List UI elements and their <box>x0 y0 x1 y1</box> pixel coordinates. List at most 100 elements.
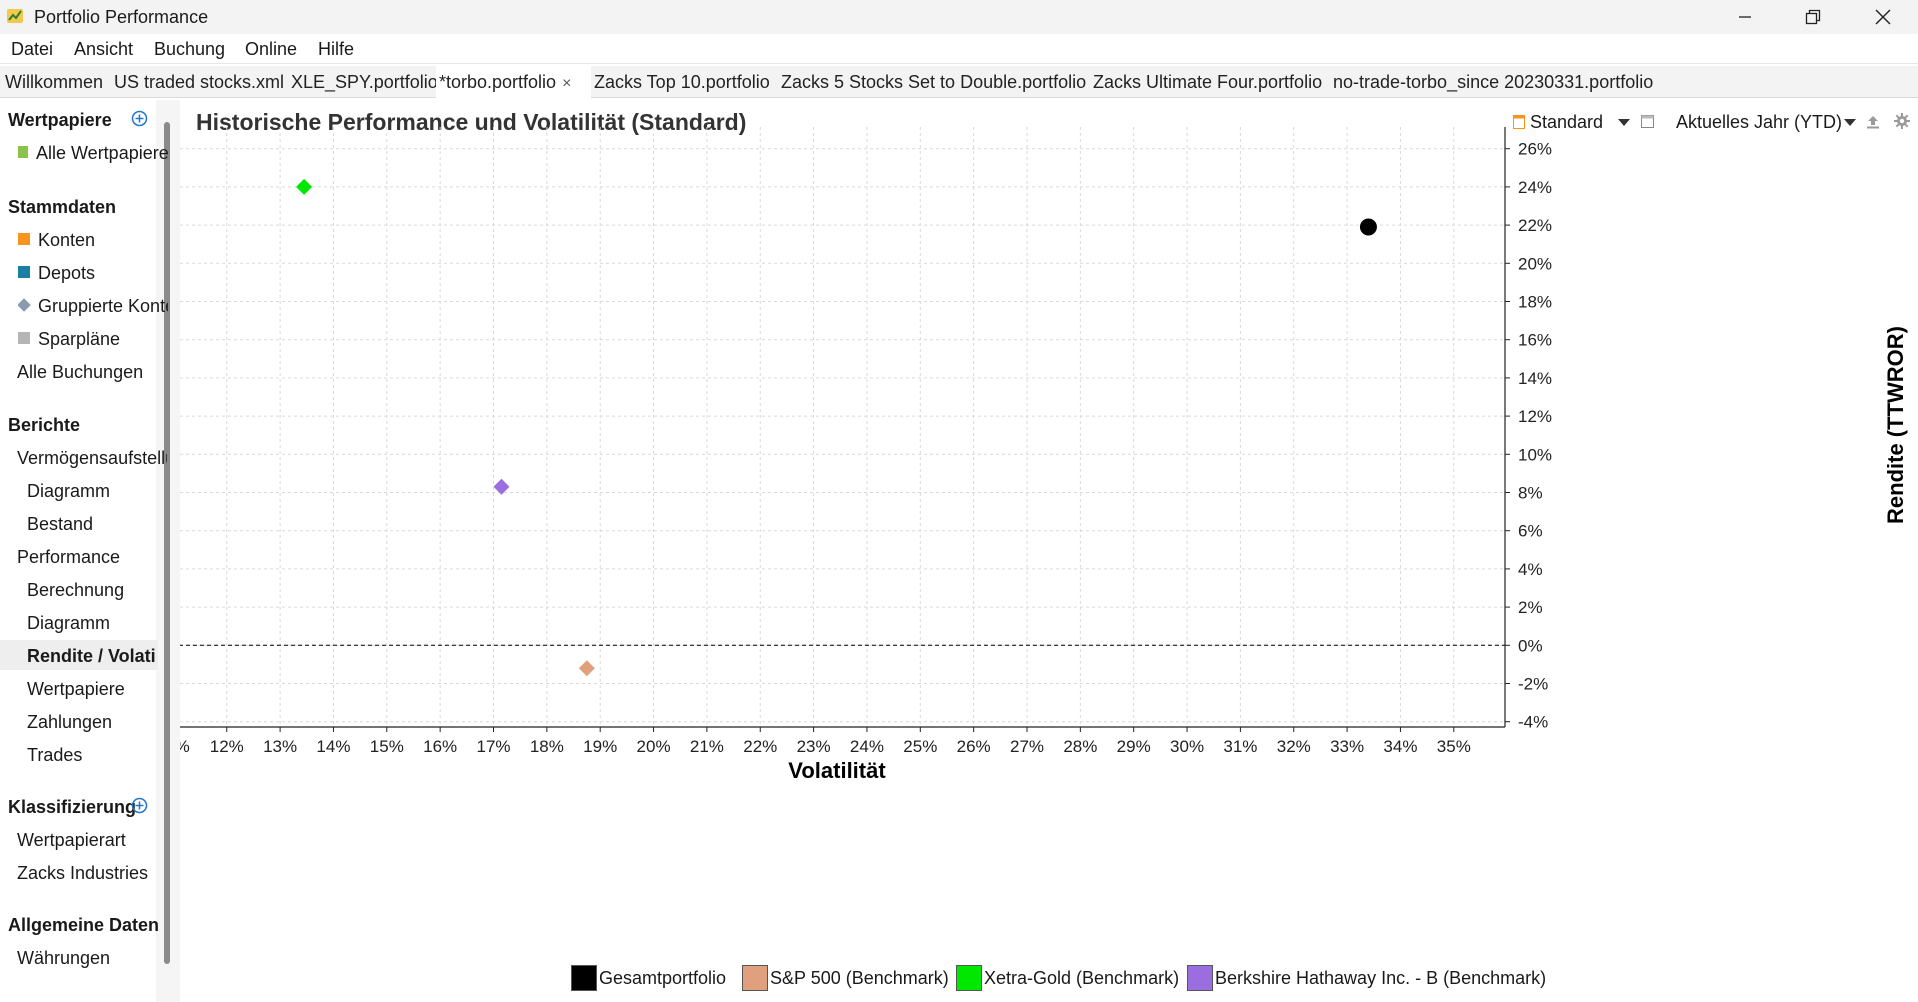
sidebar-item-performance-diagramm[interactable]: Diagramm <box>27 613 177 634</box>
x-tick-label: 33% <box>1330 737 1364 756</box>
calendar-icon[interactable] <box>1641 112 1654 133</box>
y-tick-label: 2% <box>1518 598 1543 617</box>
x-tick-label: 21% <box>690 737 724 756</box>
minimize-button[interactable] <box>1710 0 1780 34</box>
config-selector[interactable]: Standard <box>1530 112 1604 132</box>
sidebar-item-wertpapiere-report[interactable]: Wertpapiere <box>27 679 177 700</box>
menu-ansicht[interactable]: Ansicht <box>74 39 134 59</box>
period-dropdown-icon[interactable] <box>1844 119 1856 126</box>
y-tick-label: 8% <box>1518 484 1543 503</box>
legend-label: S&P 500 (Benchmark) <box>770 967 949 988</box>
sidebar-item-alle-buchungen[interactable]: Alle Buchungen <box>17 362 167 383</box>
x-tick-label: 31% <box>1223 737 1257 756</box>
y-tick-label: -2% <box>1518 675 1548 694</box>
restore-button[interactable] <box>1778 0 1848 34</box>
section-allgemeine-daten[interactable]: Allgemeine Daten <box>8 915 158 935</box>
sidebar-item-label: Sparpläne <box>38 329 121 349</box>
sidebar-item-label: Wertpapiere <box>27 679 125 699</box>
settings-gear-icon[interactable] <box>1894 113 1910 134</box>
close-window-button[interactable] <box>1848 0 1918 34</box>
sidebar-item-trades[interactable]: Trades <box>27 745 177 766</box>
restore-icon <box>1805 9 1821 25</box>
tab-close-icon[interactable]: × <box>562 75 572 92</box>
tab-us-traded-stocks[interactable]: US traded stocks.xml <box>110 66 286 98</box>
section-klassifizierung[interactable]: Klassifizierung <box>8 797 137 817</box>
config-dropdown-icon[interactable] <box>1618 119 1630 126</box>
menu-datei[interactable]: Datei <box>11 39 54 59</box>
sidebar-item-vermoegensaufstellung[interactable]: Vermögensaufstellung <box>17 448 167 469</box>
legend-item-berkshire[interactable]: Berkshire Hathaway Inc. - B (Benchmark) <box>1187 965 1546 991</box>
y-tick-label: 6% <box>1518 522 1543 541</box>
tab-label: no-trade-torbo_since 20230331.portfolio <box>1333 72 1654 92</box>
tab-zacks-5-stocks[interactable]: Zacks 5 Stocks Set to Double.portfolio <box>778 66 1090 98</box>
tab-zacks-top-10[interactable]: Zacks Top 10.portfolio <box>591 66 778 98</box>
tab-torbo-portfolio[interactable]: *torbo.portfolio × <box>436 66 591 98</box>
y-tick-label: 24% <box>1518 178 1552 197</box>
legend-swatch <box>571 965 597 991</box>
sidebar-item-zahlungen[interactable]: Zahlungen <box>27 712 177 733</box>
sidebar-item-rendite-volatilitaet[interactable]: Rendite / Volatilität <box>27 646 155 667</box>
sidebar-item-waehrungen[interactable]: Währungen <box>17 948 167 969</box>
sidebar-item-zacks-industries[interactable]: Zacks Industries <box>17 863 167 884</box>
legend-item-xetra-gold[interactable]: Xetra-Gold (Benchmark) <box>956 965 1179 991</box>
x-tick-label: 29% <box>1117 737 1151 756</box>
tab-label: Zacks Top 10.portfolio <box>594 72 770 92</box>
x-tick-label: 24% <box>850 737 884 756</box>
legend-item-sp500[interactable]: S&P 500 (Benchmark) <box>742 965 949 991</box>
section-wertpapiere[interactable]: Wertpapiere <box>8 110 112 130</box>
sidebar-item-label: Zacks Industries <box>17 863 149 883</box>
legend-swatch <box>742 965 768 991</box>
sidebar-item-vermoegen-diagramm[interactable]: Diagramm <box>27 481 177 502</box>
y-tick-label: -4% <box>1518 713 1548 732</box>
sidebar-item-wertpapierart[interactable]: Wertpapierart <box>17 830 167 851</box>
menu-hilfe[interactable]: Hilfe <box>318 39 355 59</box>
sidebar-item-bestand[interactable]: Bestand <box>27 514 177 535</box>
tab-label: Willkommen <box>5 72 104 92</box>
sidebar-item-label: Alle Wertpapiere <box>36 143 168 163</box>
tab-zacks-ultimate-four[interactable]: Zacks Ultimate Four.portfolio <box>1090 66 1330 98</box>
y-tick-label: 12% <box>1518 407 1552 426</box>
tab-willkommen[interactable]: Willkommen <box>0 66 110 98</box>
sidebar-item-berechnung[interactable]: Berechnung <box>27 580 177 601</box>
sidebar-item-gruppierte-konten[interactable]: Gruppierte Konten <box>18 296 168 317</box>
x-tick-label: 22% <box>743 737 777 756</box>
section-stammdaten[interactable]: Stammdaten <box>8 197 117 217</box>
sidebar-item-label: Gruppierte Konten <box>38 296 168 316</box>
menu-buchung[interactable]: Buchung <box>154 39 226 59</box>
sidebar-item-konten[interactable]: Konten <box>18 230 168 251</box>
sidebar-item-label: Wertpapierart <box>17 830 126 850</box>
sidebar-item-alle-wertpapiere[interactable]: Alle Wertpapiere <box>18 143 168 164</box>
x-tick-label: 25% <box>903 737 937 756</box>
add-watchlist-plus-icon[interactable] <box>131 110 148 127</box>
period-selector[interactable]: Aktuelles Jahr (YTD) <box>1676 112 1843 132</box>
x-tick-label: 35% <box>1437 737 1471 756</box>
sidebar-item-performance[interactable]: Performance <box>17 547 167 568</box>
sidebar-scrollbar-thumb[interactable] <box>164 122 170 964</box>
export-icon[interactable] <box>1866 113 1880 134</box>
data-point-s-p-500-benchmark <box>578 660 595 677</box>
minimize-icon <box>1739 16 1751 18</box>
x-tick-label: 26% <box>957 737 991 756</box>
sidebar-item-label: Bestand <box>27 514 94 534</box>
add-taxonomy-plus-icon[interactable] <box>131 797 148 814</box>
y-tick-label: 0% <box>1518 636 1543 655</box>
tab-xle-spy[interactable]: XLE_SPY.portfolio <box>286 66 438 98</box>
x-tick-label: 15% <box>370 737 404 756</box>
tab-no-trade-torbo[interactable]: no-trade-torbo_since 20230331.portfolio <box>1330 66 1670 98</box>
sidebar-item-depots[interactable]: Depots <box>18 263 168 284</box>
legend-item-gesamtportfolio[interactable]: Gesamtportfolio <box>571 965 726 991</box>
sidebar-item-sparplaene[interactable]: Sparpläne <box>18 329 168 350</box>
legend-swatch <box>1187 965 1213 991</box>
y-axis-title: Rendite (TTWROR) <box>1883 326 1908 524</box>
sidebar-item-label: Rendite / Volatilität <box>27 646 155 666</box>
sidebar-item-label: Depots <box>38 263 96 283</box>
menu-online[interactable]: Online <box>245 39 298 59</box>
app-logo-icon <box>7 9 23 23</box>
section-berichte[interactable]: Berichte <box>8 415 81 435</box>
tab-label: US traded stocks.xml <box>114 72 285 92</box>
tab-label: Zacks Ultimate Four.portfolio <box>1093 72 1323 92</box>
legend-label: Gesamtportfolio <box>599 967 727 988</box>
legend-label: Berkshire Hathaway Inc. - B (Benchmark) <box>1215 967 1547 988</box>
savings-plan-icon <box>18 332 30 344</box>
config-icon <box>1513 112 1525 133</box>
